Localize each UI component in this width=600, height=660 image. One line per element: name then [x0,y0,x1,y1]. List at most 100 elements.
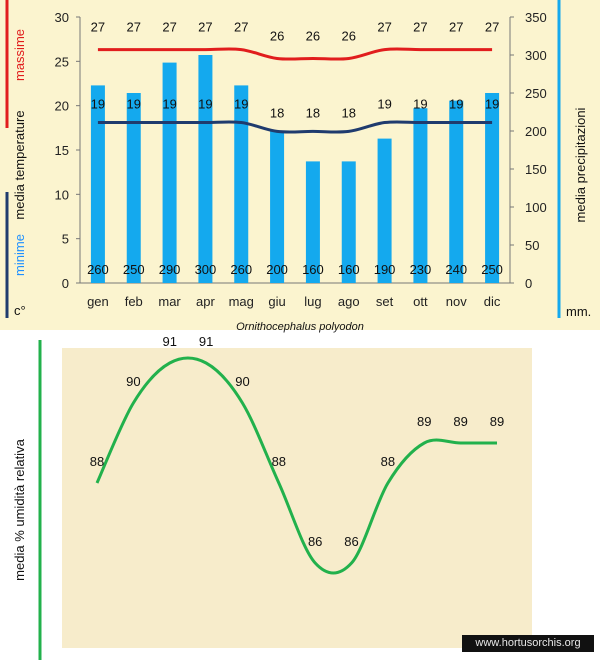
left-tick-label: 20 [55,99,69,114]
precip-bar [413,108,428,283]
precip-data-label: 190 [374,262,396,277]
massime-data-label: 27 [127,20,141,35]
humidity-data-label: 89 [490,414,504,429]
precip-data-label: 240 [445,262,467,277]
precip-data-label: 250 [123,262,145,277]
left-tick-label: 15 [55,143,69,158]
humidity-data-label: 90 [126,374,140,389]
precip-data-label: 160 [302,262,324,277]
left-tick-label: 25 [55,54,69,69]
humidity-data-label: 89 [453,414,467,429]
left-tick-label: 0 [62,276,69,291]
massime-data-label: 27 [162,20,176,35]
x-tick-label: gen [87,294,109,309]
right-axis-unit: mm. [566,304,591,319]
minime-data-label: 19 [234,97,248,112]
left-axis-unit: c° [14,303,26,318]
right-tick-label: 350 [525,10,547,25]
massime-data-label: 27 [234,20,248,35]
precip-data-label: 260 [230,262,252,277]
minime-data-label: 19 [449,97,463,112]
humidity-data-label: 88 [272,454,286,469]
precip-bar [198,55,213,283]
massime-data-label: 27 [198,20,212,35]
x-tick-label: feb [125,294,143,309]
right-tick-label: 50 [525,238,539,253]
precip-data-label: 260 [87,262,109,277]
massime-data-label: 27 [413,20,427,35]
left-tick-label: 5 [62,232,69,247]
x-tick-label: dic [484,294,501,309]
right-tick-label: 100 [525,200,547,215]
humidity-data-label: 91 [162,334,176,349]
left-tick-label: 10 [55,187,69,202]
ylabel-media-precipitazioni: media precipitazioni [573,107,588,222]
x-tick-label: ott [413,294,428,309]
precip-bar [377,138,392,283]
minime-data-label: 18 [342,105,356,120]
precip-data-label: 160 [338,262,360,277]
x-tick-label: nov [446,294,467,309]
minime-data-label: 19 [377,97,391,112]
massime-data-label: 27 [377,20,391,35]
precip-bar [270,131,285,283]
watermark: www.hortusorchis.org [462,635,594,652]
precip-bar [234,85,249,284]
left-tick-label: 30 [55,10,69,25]
precip-bar [449,100,464,283]
massime-line [97,47,493,61]
minime-line [97,120,493,134]
precip-data-label: 250 [481,262,503,277]
ylabel-massime: massime [12,29,27,81]
precip-bar [90,85,105,284]
x-tick-label: mar [158,294,181,309]
right-tick-label: 200 [525,124,547,139]
x-tick-label: ago [338,294,360,309]
right-tick-label: 150 [525,162,547,177]
humidity-panel [62,348,532,648]
humidity-data-label: 91 [199,334,213,349]
minime-data-label: 19 [198,97,212,112]
massime-data-label: 27 [485,20,499,35]
precip-bar [341,161,356,283]
massime-data-label: 26 [342,28,356,43]
humidity-data-label: 86 [308,534,322,549]
massime-data-label: 26 [306,28,320,43]
precip-bar [305,161,320,283]
humidity-data-label: 86 [344,534,358,549]
massime-data-label: 27 [449,20,463,35]
massime-data-label: 26 [270,28,284,43]
x-tick-label: apr [196,294,215,309]
humidity-data-label: 88 [90,454,104,469]
ylabel-minime: minime [12,234,27,276]
right-tick-label: 250 [525,86,547,101]
x-tick-label: set [376,294,394,309]
right-tick-label: 300 [525,48,547,63]
ylabel-umidita: media % umidità relativa [12,438,27,580]
massime-data-label: 27 [91,20,105,35]
x-tick-label: lug [304,294,321,309]
x-tick-label: mag [229,294,254,309]
ylabel-media-temperature: media temperature [12,110,27,219]
precip-bar [162,62,177,283]
species-name: Ornithocephalus polyodon [236,321,364,333]
minime-data-label: 19 [485,97,499,112]
minime-data-label: 19 [127,97,141,112]
precip-data-label: 290 [159,262,181,277]
precip-bar [485,93,500,283]
minime-data-label: 18 [270,105,284,120]
humidity-line [95,356,497,575]
precip-data-label: 300 [195,262,217,277]
minime-data-label: 19 [91,97,105,112]
minime-data-label: 19 [413,97,427,112]
x-tick-label: giu [268,294,285,309]
right-tick-label: 0 [525,276,532,291]
precip-data-label: 200 [266,262,288,277]
minime-data-label: 19 [162,97,176,112]
humidity-data-label: 89 [417,414,431,429]
minime-data-label: 18 [306,105,320,120]
precip-data-label: 230 [410,262,432,277]
humidity-data-label: 88 [381,454,395,469]
humidity-data-label: 90 [235,374,249,389]
